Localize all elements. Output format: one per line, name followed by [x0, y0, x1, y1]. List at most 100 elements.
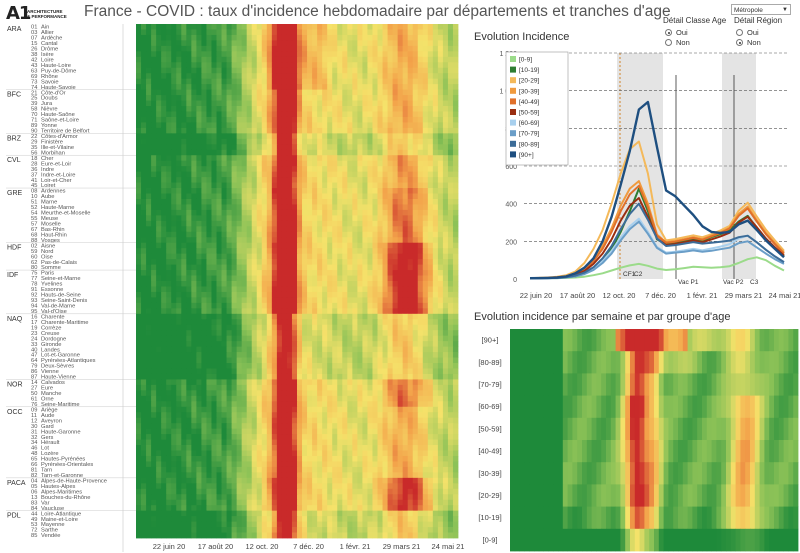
heat-cell	[312, 319, 318, 326]
heat-cell	[271, 324, 278, 331]
heat-cell	[261, 237, 268, 244]
heat-cell	[266, 78, 273, 85]
heat-cell	[201, 341, 207, 348]
heat-cell	[442, 220, 449, 227]
heat-cell	[281, 352, 288, 358]
heat-cell	[422, 67, 429, 74]
heat-cell	[352, 56, 358, 63]
heat-cell	[402, 209, 409, 216]
heat-cell	[271, 29, 278, 36]
heat-cell	[302, 84, 308, 91]
heat-cell	[256, 401, 263, 408]
heat-cell	[427, 417, 434, 424]
heat-cell	[256, 341, 263, 348]
heat-cell	[422, 423, 429, 430]
heat-cell	[196, 428, 202, 435]
heat-cell	[307, 34, 313, 41]
scope-dropdown[interactable]: Métropole ▼	[731, 4, 791, 15]
heat-cell	[271, 133, 278, 140]
heat-cell	[297, 395, 303, 402]
heat-cell	[166, 215, 172, 222]
heat-cell	[136, 379, 142, 386]
heat-cell	[357, 352, 363, 358]
heat-cell	[317, 253, 323, 260]
heat-cell	[447, 209, 454, 216]
heat-cell	[332, 324, 338, 331]
age-detail-non-radio[interactable]: Non	[665, 38, 690, 47]
age-detail-oui-radio[interactable]: Oui	[665, 28, 688, 37]
heat-cell	[352, 144, 358, 151]
heat-cell	[276, 215, 283, 222]
heat-cell	[286, 401, 293, 408]
heat-cell	[176, 138, 182, 145]
heat-cell	[226, 226, 232, 233]
heat-cell	[422, 144, 429, 151]
heat-cell	[246, 78, 253, 85]
heat-cell	[246, 133, 253, 140]
heat-cell	[367, 319, 373, 326]
heat-cell	[216, 73, 222, 80]
heat-cell	[196, 106, 202, 112]
heat-cell	[412, 209, 419, 216]
region-detail-non-radio[interactable]: Non	[736, 38, 761, 47]
heat-cell	[176, 226, 182, 233]
dept-code: 67	[31, 227, 37, 233]
heat-cell	[322, 209, 328, 216]
heat-cell	[151, 177, 157, 183]
heat-cell	[246, 56, 253, 63]
heat-cell	[151, 40, 157, 47]
heat-cell	[442, 373, 449, 380]
heat-cell	[181, 106, 187, 112]
heat-cell	[141, 291, 147, 298]
heat-cell	[186, 24, 192, 30]
heat-cell	[176, 56, 182, 63]
heat-cell	[161, 106, 167, 112]
heat-cell	[412, 352, 419, 358]
heat-cell	[432, 111, 439, 118]
heat-cell	[322, 324, 328, 331]
heat-cell	[297, 149, 303, 156]
heat-cell	[372, 89, 378, 96]
heat-cell	[166, 122, 172, 129]
heat-cell	[246, 34, 253, 41]
heat-cell	[407, 84, 414, 91]
heat-cell	[302, 144, 308, 151]
heat-cell	[156, 423, 162, 430]
heat-cell	[357, 144, 363, 151]
dept-code: 56	[31, 150, 37, 156]
heat-cell	[377, 177, 383, 183]
heat-cell	[231, 428, 238, 435]
heat-cell	[342, 319, 348, 326]
region-detail-oui-radio[interactable]: Oui	[736, 28, 759, 37]
heat-cell	[221, 29, 227, 36]
heat-cell	[246, 302, 253, 309]
dept-name: Seine-Saint-Denis	[41, 298, 87, 304]
heat-cell	[166, 363, 172, 369]
dept-code: 01	[31, 25, 37, 31]
heat-cell	[246, 242, 253, 249]
heat-cell	[281, 423, 288, 430]
heat-cell	[437, 286, 444, 293]
heat-cell	[161, 242, 167, 249]
heat-cell	[206, 297, 212, 304]
heat-cell	[442, 166, 449, 173]
heat-cell	[226, 286, 232, 293]
heat-cell	[417, 62, 424, 69]
heat-cell	[231, 73, 238, 80]
heat-cell	[397, 384, 404, 391]
heat-cell	[281, 106, 288, 112]
heat-cell	[181, 352, 187, 358]
heat-cell	[146, 390, 152, 397]
dept-name: Loire-Atlantique	[41, 511, 81, 517]
heat-cell	[241, 45, 248, 52]
heat-cell	[171, 73, 177, 80]
heat-cell	[417, 357, 424, 364]
heat-cell	[266, 84, 273, 91]
heat-cell	[271, 67, 278, 74]
heat-cell	[437, 198, 444, 205]
heat-cell	[201, 401, 207, 408]
heat-cell	[317, 270, 323, 276]
heat-cell	[276, 264, 283, 271]
heat-cell	[302, 51, 308, 58]
heat-cell	[281, 78, 288, 85]
